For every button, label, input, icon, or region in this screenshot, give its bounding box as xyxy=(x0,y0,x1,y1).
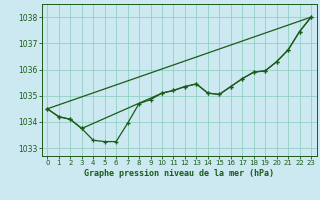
X-axis label: Graphe pression niveau de la mer (hPa): Graphe pression niveau de la mer (hPa) xyxy=(84,169,274,178)
